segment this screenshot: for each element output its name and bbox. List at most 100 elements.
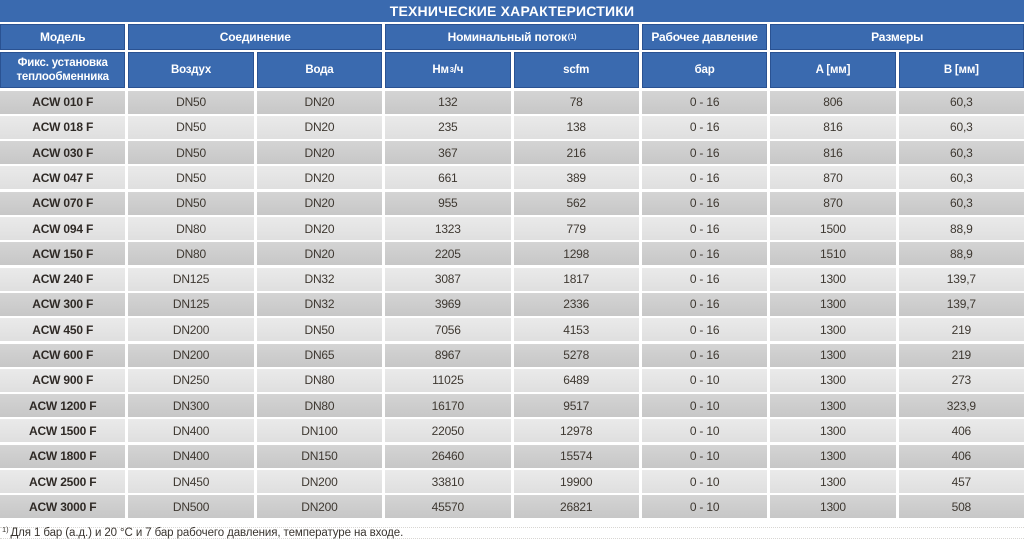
table-cell: DN125 — [128, 267, 254, 291]
table-cell: 1300 — [770, 394, 896, 418]
table-cell: 2205 — [385, 242, 511, 266]
table-cell: 1298 — [513, 242, 639, 266]
table-cell: 273 — [898, 368, 1024, 392]
table-cell: DN32 — [256, 267, 383, 291]
table-cell: DN50 — [256, 318, 383, 342]
table-cell: 0 - 16 — [641, 292, 768, 316]
table-cell: DN125 — [128, 292, 254, 316]
model-cell: ACW 1500 F — [0, 419, 126, 443]
table-cell: DN80 — [128, 242, 254, 266]
table-cell: 4153 — [513, 318, 639, 342]
table-cell: 216 — [513, 141, 639, 165]
table-cell: DN300 — [128, 394, 254, 418]
table-cell: 235 — [385, 115, 511, 139]
table-cell: 1300 — [770, 318, 896, 342]
table-cell: DN400 — [128, 444, 254, 468]
table-cell: 139,7 — [898, 292, 1024, 316]
table-cell: 806 — [770, 90, 896, 114]
table-cell: DN20 — [256, 115, 383, 139]
table-cell: 78 — [513, 90, 639, 114]
model-cell: ACW 2500 F — [0, 470, 126, 494]
table-cell: 367 — [385, 141, 511, 165]
table-cell: 508 — [898, 495, 1024, 519]
table-cell: 60,3 — [898, 115, 1024, 139]
table-cell: 0 - 10 — [641, 368, 768, 392]
group-header-cell: Рабочее давление — [641, 24, 768, 50]
table-cell: 7056 — [385, 318, 511, 342]
table-cell: 0 - 16 — [641, 115, 768, 139]
table-cell: DN50 — [128, 115, 254, 139]
table-cell: 0 - 10 — [641, 419, 768, 443]
column-header-cell: бар — [641, 52, 768, 89]
table-cell: 60,3 — [898, 166, 1024, 190]
table-cell: 3087 — [385, 267, 511, 291]
divider-line — [0, 527, 1024, 528]
table-cell: 33810 — [385, 470, 511, 494]
model-cell: ACW 150 F — [0, 242, 126, 266]
model-cell: ACW 010 F — [0, 90, 126, 114]
footnote-marker: 1) — [2, 524, 9, 534]
table-cell: DN20 — [256, 242, 383, 266]
model-cell: ACW 094 F — [0, 217, 126, 241]
table-cell: 1300 — [770, 419, 896, 443]
table-cell: DN80 — [128, 217, 254, 241]
table-cell: 5278 — [513, 343, 639, 367]
model-cell: ACW 018 F — [0, 115, 126, 139]
table-cell: 0 - 16 — [641, 217, 768, 241]
table-cell: DN400 — [128, 419, 254, 443]
divider-line — [0, 538, 1024, 539]
table-cell: 12978 — [513, 419, 639, 443]
table-cell: 88,9 — [898, 217, 1024, 241]
model-cell: ACW 030 F — [0, 141, 126, 165]
table-cell: DN20 — [256, 90, 383, 114]
table-cell: 0 - 16 — [641, 166, 768, 190]
table-cell: DN50 — [128, 191, 254, 215]
table-cell: 1300 — [770, 267, 896, 291]
table-cell: 779 — [513, 217, 639, 241]
table-cell: 1300 — [770, 444, 896, 468]
table-cell: 132 — [385, 90, 511, 114]
table-cell: 26821 — [513, 495, 639, 519]
table-cell: 0 - 10 — [641, 444, 768, 468]
table-cell: 139,7 — [898, 267, 1024, 291]
column-header-cell: B [мм] — [898, 52, 1024, 89]
table-cell: 1817 — [513, 267, 639, 291]
table-cell: 0 - 16 — [641, 267, 768, 291]
table-cell: DN80 — [256, 394, 383, 418]
table-cell: 45570 — [385, 495, 511, 519]
group-header-cell: Модель — [0, 24, 126, 50]
table-cell: DN20 — [256, 141, 383, 165]
table-cell: 661 — [385, 166, 511, 190]
table-cell: 1300 — [770, 292, 896, 316]
table-cell: 816 — [770, 115, 896, 139]
model-cell: ACW 047 F — [0, 166, 126, 190]
table-cell: 3969 — [385, 292, 511, 316]
column-header-cell: Фикс. установка теплообменника — [0, 52, 126, 89]
table-cell: DN100 — [256, 419, 383, 443]
table-cell: 16170 — [385, 394, 511, 418]
table-cell: DN80 — [256, 368, 383, 392]
table-cell: 1300 — [770, 343, 896, 367]
table-cell: 816 — [770, 141, 896, 165]
model-cell: ACW 300 F — [0, 292, 126, 316]
table-cell: 406 — [898, 444, 1024, 468]
model-cell: ACW 600 F — [0, 343, 126, 367]
table-cell: 0 - 10 — [641, 470, 768, 494]
table-cell: 6489 — [513, 368, 639, 392]
table-cell: 457 — [898, 470, 1024, 494]
table-cell: 0 - 16 — [641, 343, 768, 367]
table-cell: 9517 — [513, 394, 639, 418]
group-header-cell: Размеры — [770, 24, 1024, 50]
table-cell: 0 - 10 — [641, 495, 768, 519]
table-cell: 870 — [770, 166, 896, 190]
table-cell: 0 - 16 — [641, 191, 768, 215]
table-cell: 1300 — [770, 470, 896, 494]
table-cell: DN50 — [128, 166, 254, 190]
model-cell: ACW 1200 F — [0, 394, 126, 418]
table-cell: 389 — [513, 166, 639, 190]
table-cell: 1300 — [770, 495, 896, 519]
table-cell: DN65 — [256, 343, 383, 367]
table-cell: DN50 — [128, 90, 254, 114]
table-cell: DN200 — [256, 470, 383, 494]
table-cell: 11025 — [385, 368, 511, 392]
